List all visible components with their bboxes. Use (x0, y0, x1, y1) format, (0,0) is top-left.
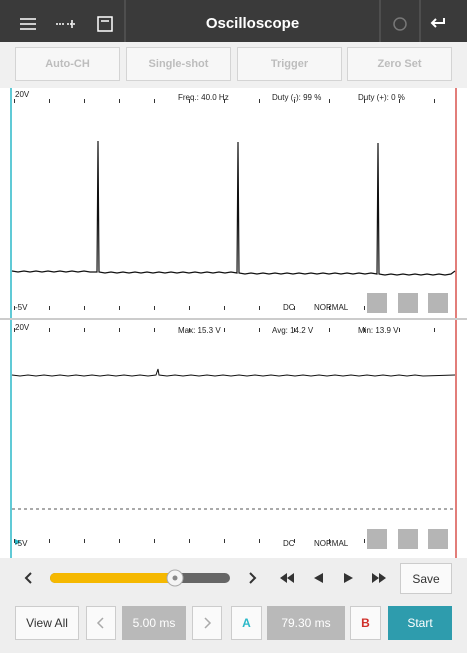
ch2-readout: Max: 15.3 V (178, 326, 221, 335)
ch2-mode: NORMAL (314, 539, 349, 548)
ch1-readout: Duty (+): 0 % (358, 93, 405, 102)
header (0, 0, 467, 42)
ch2-readout: Avg: 14.2 V (272, 326, 314, 335)
ch1-readout: Freq.: 40.0 Hz (178, 93, 229, 102)
header-icons (20, 0, 445, 42)
waveform-area (0, 88, 467, 558)
auto-ch-button[interactable]: Auto-CH (15, 47, 120, 81)
step-back-button[interactable] (314, 573, 323, 583)
chevron-left (96, 617, 104, 629)
ch2-icon-button[interactable] (398, 529, 418, 549)
step-forward-button[interactable] (344, 573, 353, 583)
ch1-icon-button[interactable] (367, 293, 387, 313)
view-all-button[interactable]: View All (15, 606, 79, 640)
ch1-readout: Duty (-): 99 % (272, 93, 322, 102)
trigger-button[interactable]: Trigger (237, 47, 342, 81)
ch1-top-scale: 20V (15, 90, 30, 99)
next-button[interactable] (249, 572, 257, 584)
save-button[interactable]: Save (400, 563, 452, 594)
ch1-coupling: DC (283, 303, 295, 312)
ch1-icon-button[interactable] (428, 293, 448, 313)
fast-forward-button[interactable] (372, 573, 386, 583)
playback-controls (24, 569, 386, 587)
ch1-icon-button[interactable] (398, 293, 418, 313)
title: Oscilloscope (205, 15, 300, 32)
prev-button[interactable] (24, 572, 32, 584)
ch2-readout: Min: 13.9 V (358, 326, 399, 335)
ch1-bottom-scale: -5V (15, 303, 28, 312)
cursor-delta: 79.30 ms (267, 606, 345, 640)
ch2-bottom-scale: -5V (15, 539, 28, 548)
zero-set-button[interactable]: Zero Set (347, 47, 452, 81)
time-next-button[interactable] (192, 606, 222, 640)
start-button[interactable]: Start (388, 606, 452, 640)
rewind-button[interactable] (280, 573, 294, 583)
chevron-right (204, 617, 212, 629)
cursor-a-button[interactable]: A (231, 606, 262, 640)
time-div: 5.00 ms (122, 606, 186, 640)
ch2-coupling: DC (283, 539, 295, 548)
cursor-b-button[interactable]: B (350, 606, 381, 640)
ch2-icon-button[interactable] (367, 529, 387, 549)
ch2-icon-button[interactable] (428, 529, 448, 549)
single-shot-button[interactable]: Single-shot (126, 47, 231, 81)
time-prev-button[interactable] (86, 606, 116, 640)
ch2-top-scale: 20V (15, 323, 30, 332)
ch1-mode: NORMAL (314, 303, 349, 312)
